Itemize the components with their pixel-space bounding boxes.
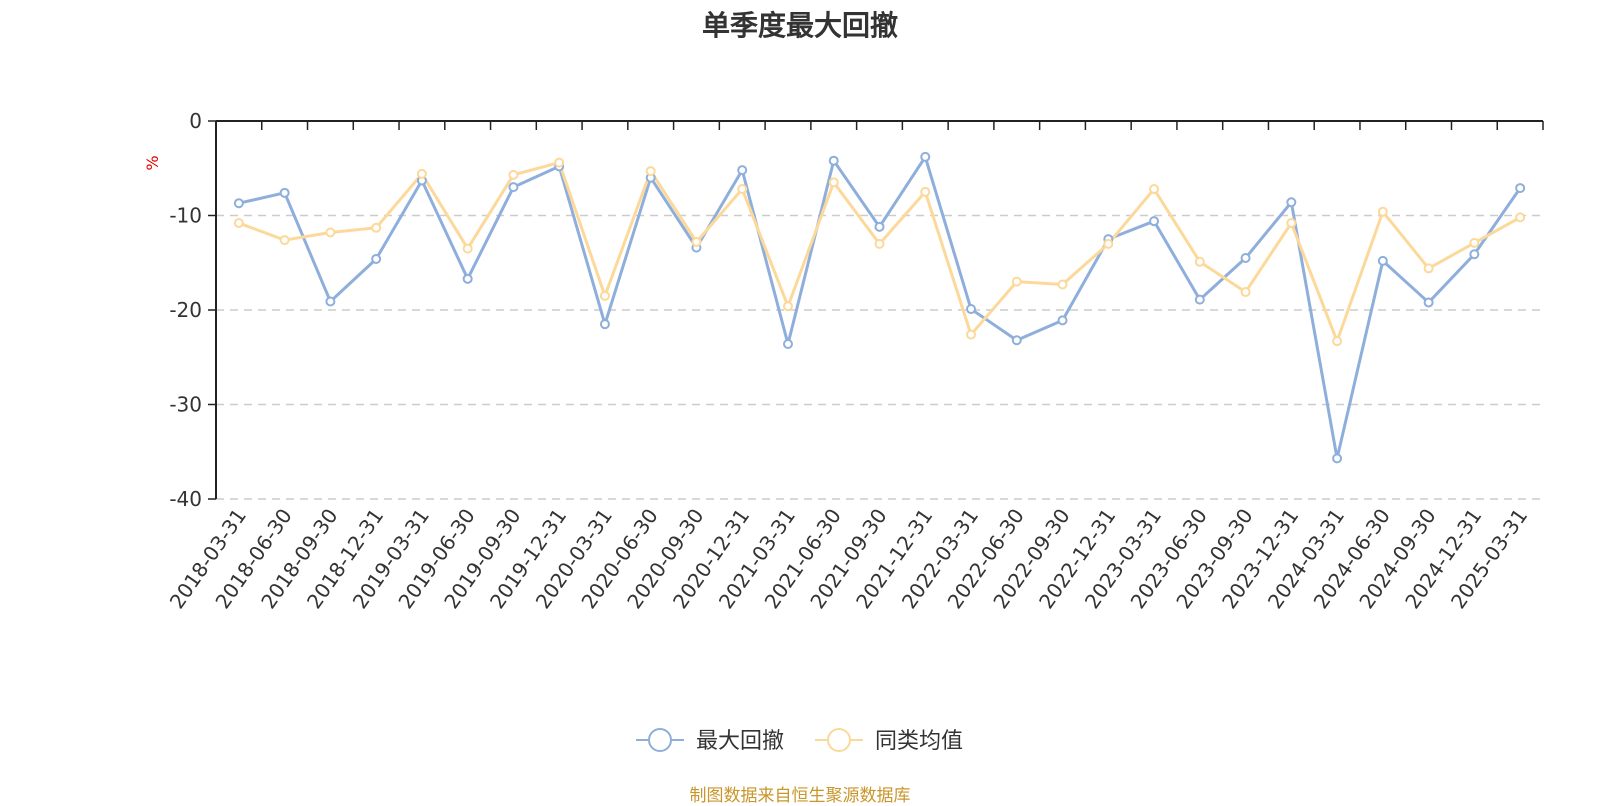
y-tick-label: 0: [189, 109, 202, 133]
data-point-series-2: [691, 236, 702, 247]
data-point-series-1: [782, 339, 793, 350]
y-axis-unit: %: [143, 155, 162, 170]
data-point-series-2: [737, 184, 748, 195]
data-point-series-2: [1332, 336, 1343, 347]
data-point-series-2: [233, 218, 244, 229]
y-tick-label: -40: [169, 487, 202, 511]
data-point-series-1: [1469, 249, 1480, 260]
data-point-series-2: [920, 186, 931, 197]
data-point-series-2: [1515, 212, 1526, 223]
data-point-series-1: [233, 198, 244, 209]
data-point-series-2: [966, 329, 977, 340]
data-point-series-1: [1377, 255, 1388, 266]
series-layer: [233, 151, 1526, 464]
data-point-series-2: [554, 157, 565, 168]
data-point-series-2: [1194, 256, 1205, 267]
legend-label: 同类均值: [875, 729, 963, 754]
data-point-series-1: [1057, 315, 1068, 326]
y-tick-label: -10: [169, 204, 202, 228]
legend-label: 最大回撤: [696, 729, 784, 754]
data-point-series-1: [1240, 253, 1251, 264]
data-point-series-2: [645, 166, 656, 177]
data-point-series-2: [1423, 263, 1434, 274]
chart-title: 单季度最大回撤: [701, 9, 898, 42]
legend[interactable]: 最大回撤 同类均值: [636, 728, 963, 754]
data-point-series-1: [874, 221, 885, 232]
series-line-2: [238, 161, 1521, 343]
data-point-series-1: [1423, 297, 1434, 308]
data-point-series-1: [828, 155, 839, 166]
legend-item-1[interactable]: 最大回撤: [636, 728, 784, 754]
axis-layer: 0-10-20-30-40%2018-03-312018-06-302018-0…: [143, 109, 1544, 613]
series-line-1: [238, 155, 1522, 460]
data-point-series-2: [416, 168, 427, 179]
legend-marker-icon: [827, 728, 851, 752]
data-point-series-1: [920, 151, 931, 162]
data-point-series-2: [371, 222, 382, 233]
data-point-series-1: [371, 253, 382, 264]
data-point-series-1: [462, 273, 473, 284]
data-point-series-2: [1286, 218, 1297, 229]
data-point-series-2: [828, 177, 839, 188]
data-point-series-1: [966, 304, 977, 315]
data-point-series-2: [1011, 276, 1022, 287]
data-point-series-1: [1515, 183, 1526, 194]
data-point-series-1: [1194, 294, 1205, 305]
data-point-series-1: [1332, 453, 1343, 464]
data-point-series-1: [599, 319, 610, 330]
data-point-series-1: [279, 187, 290, 198]
data-point-series-1: [1149, 216, 1160, 227]
data-point-series-1: [325, 296, 336, 307]
legend-marker-icon: [648, 728, 672, 752]
data-point-series-2: [599, 290, 610, 301]
legend-item-2[interactable]: 同类均值: [815, 728, 963, 754]
y-tick-label: -30: [169, 393, 202, 417]
data-source-note: 制图数据来自恒生聚源数据库: [689, 786, 911, 806]
data-point-series-2: [1377, 206, 1388, 217]
data-point-series-1: [508, 182, 519, 193]
data-point-series-2: [874, 238, 885, 249]
data-point-series-1: [1286, 197, 1297, 208]
data-point-series-2: [1469, 237, 1480, 248]
data-point-series-2: [508, 169, 519, 180]
grid-layer: [216, 214, 1543, 500]
data-point-series-2: [782, 301, 793, 312]
data-point-series-2: [1103, 238, 1114, 249]
data-point-series-2: [279, 235, 290, 246]
data-point-series-2: [1240, 287, 1251, 298]
data-point-series-2: [462, 243, 473, 254]
y-tick-label: -20: [169, 298, 202, 322]
data-point-series-2: [325, 227, 336, 238]
data-point-series-2: [1149, 184, 1160, 195]
data-point-series-1: [737, 165, 748, 176]
data-point-series-2: [1057, 279, 1068, 290]
data-point-series-1: [1011, 335, 1022, 346]
